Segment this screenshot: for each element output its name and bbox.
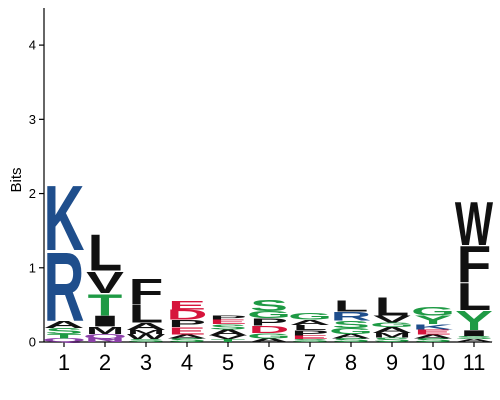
residue-I-pos-11: I	[455, 329, 493, 338]
residue-N-pos-2: N	[85, 337, 126, 343]
residue-E-pos-5: E	[209, 319, 247, 326]
residue-A-pos-3: A	[126, 321, 167, 333]
residue-Y-pos-10: Y	[414, 313, 452, 327]
residue-M-pos-2: M	[86, 325, 124, 336]
residue-M-pos-3: M	[127, 329, 165, 335]
x-tick-label: 4	[181, 350, 193, 375]
residue-V-pos-5: V	[209, 334, 247, 340]
residue-G-pos-8: G	[329, 326, 373, 335]
residue-P-pos-6: P	[250, 316, 288, 328]
x-axis: 1 2 3 4 5 6 7 8 9 10 11	[44, 341, 492, 375]
x-tick-label: 7	[304, 350, 316, 375]
y-tick-label: 3	[29, 112, 36, 127]
residue-A-pos-6: A	[249, 337, 290, 343]
residue-A-pos-7: A	[290, 318, 331, 326]
residue-A-pos-10: A	[413, 334, 454, 340]
residue-S-pos-9: S	[373, 336, 411, 343]
residue-I-pos-2: I	[86, 313, 124, 330]
logo-stacks: QTSARKNQMITVLSWMALFSAEPDETVASEPAGDPGSSEP…	[42, 167, 495, 344]
residue-G-pos-6: G	[247, 309, 291, 321]
residue-R-pos-1: R	[44, 232, 85, 341]
residue-W-pos-3: W	[127, 333, 166, 341]
residue-D-pos-4: D	[167, 307, 208, 323]
residue-K-pos-10: K	[413, 323, 454, 331]
residue-E-pos-7: E	[291, 334, 329, 340]
residue-S-pos-8: S	[332, 319, 370, 331]
residue-L-pos-9: L	[375, 292, 410, 321]
residue-S-pos-7: S	[291, 338, 329, 343]
residue-V-pos-2: V	[86, 265, 124, 300]
residue-F-pos-11: F	[457, 236, 492, 293]
residue-L-pos-2: L	[88, 225, 123, 282]
x-tick-label: 1	[58, 350, 70, 375]
residue-E-pos-4: E	[168, 298, 206, 312]
residue-L-pos-3: L	[129, 300, 164, 329]
residue-T-pos-2: T	[88, 288, 123, 323]
residue-G-pos-10: G	[411, 304, 455, 318]
residue-T-pos-5: T	[211, 338, 246, 343]
residue-P-pos-5: P	[209, 315, 247, 321]
residue-A-pos-9: A	[372, 326, 413, 335]
residue-E-pos-4: E	[168, 325, 206, 337]
residue-G-pos-9: G	[370, 321, 414, 328]
residue-V-pos-9: V	[373, 313, 411, 325]
residue-P-pos-4: P	[168, 318, 206, 330]
residue-T-pos-1: T	[47, 333, 82, 340]
residue-A-pos-11: A	[454, 338, 495, 343]
residue-S-pos-6: S	[250, 297, 288, 314]
y-tick-label: 1	[29, 260, 36, 275]
residue-Y-pos-11: Y	[455, 306, 493, 337]
residue-W-pos-11: W	[455, 190, 494, 259]
residue-S-pos-11: S	[455, 335, 493, 340]
y-axis: 0 1 2 3 4	[29, 8, 45, 350]
residue-E-pos-10: E	[414, 328, 452, 336]
residue-G-pos-6: G	[247, 332, 291, 340]
x-tick-label: 5	[222, 350, 234, 375]
residue-A-pos-1: A	[44, 319, 85, 331]
x-tick-label: 2	[99, 350, 111, 375]
residue-L-pos-11: L	[457, 276, 492, 319]
residue-A-pos-5: A	[208, 328, 249, 337]
residue-L-pos-7: L	[293, 324, 328, 332]
residue-S-pos-4: S	[168, 337, 206, 343]
residue-S-pos-5: S	[209, 323, 247, 331]
x-tick-label: 11	[463, 350, 486, 375]
residue-Q-pos-2: Q	[83, 333, 127, 340]
residue-K-pos-1: K	[44, 167, 85, 271]
residue-A-pos-8: A	[331, 333, 372, 340]
x-tick-label: 6	[263, 350, 275, 375]
x-tick-label: 3	[140, 350, 152, 375]
x-tick-label: 10	[421, 350, 445, 375]
y-tick-label: 4	[29, 38, 36, 53]
x-tick-label: 9	[386, 350, 398, 375]
residue-A-pos-4: A	[167, 334, 208, 340]
residue-S-pos-10: S	[414, 337, 452, 343]
residue-S-pos-3: S	[127, 338, 165, 343]
x-tick-label: 8	[345, 350, 357, 375]
y-tick-label: 0	[29, 335, 36, 350]
residue-R-pos-8: R	[331, 309, 372, 323]
residue-L-pos-8: L	[334, 297, 369, 314]
residue-S-pos-1: S	[45, 326, 83, 335]
y-tick-label: 2	[29, 186, 36, 201]
residue-S-pos-8: S	[332, 337, 370, 343]
residue-G-pos-7: G	[288, 311, 332, 322]
residue-F-pos-3: F	[129, 272, 164, 312]
residue-D-pos-6: D	[249, 324, 290, 336]
residue-P-pos-7: P	[291, 329, 329, 337]
residue-Q-pos-1: Q	[42, 337, 86, 343]
y-axis-label: Bits	[8, 167, 25, 192]
residue-M-pos-9: M	[373, 332, 411, 339]
